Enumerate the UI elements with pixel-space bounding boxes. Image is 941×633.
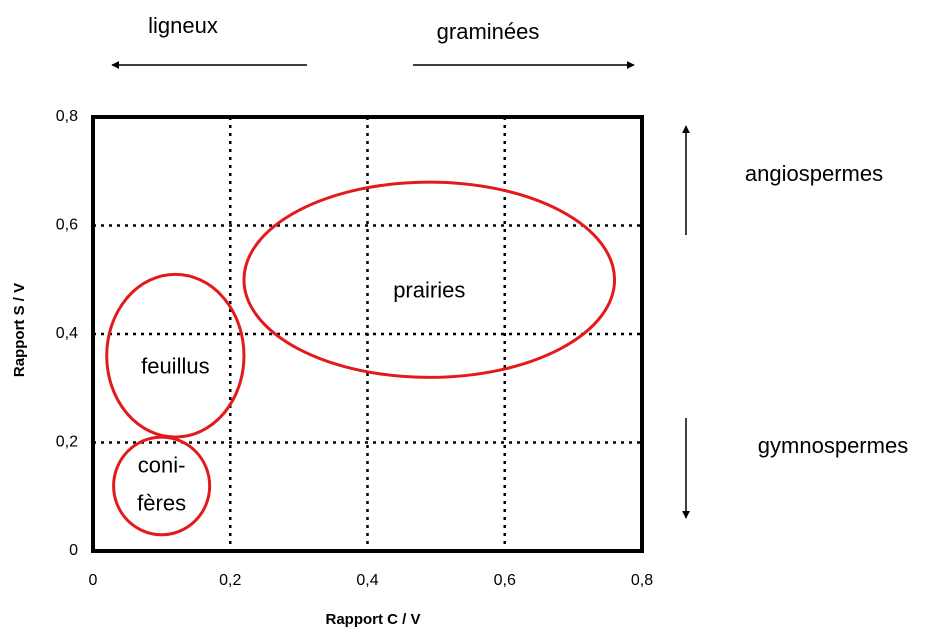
y-axis-title: Rapport S / V (11, 283, 28, 377)
x-tick-label: 0,6 (494, 572, 516, 589)
plot-frame (91, 115, 644, 553)
annotation: graminées (437, 19, 540, 44)
y-tick-label: 0 (69, 542, 78, 559)
region-label: feuillus (141, 354, 209, 379)
y-tick-label: 0,2 (56, 434, 78, 451)
region (112, 435, 212, 537)
x-tick-label: 0,8 (631, 572, 653, 589)
y-tick-label: 0,8 (56, 108, 78, 125)
y-tick-label: 0,6 (56, 217, 78, 234)
regions: prairies feuillus coni-fères (105, 180, 617, 537)
annotation: gymnospermes (758, 433, 908, 458)
annotation: ligneux (148, 13, 218, 38)
region (242, 180, 617, 379)
grid (91, 115, 644, 553)
y-tick-label: 0,4 (56, 325, 78, 342)
x-tick-label: 0,2 (219, 572, 241, 589)
region (105, 272, 246, 439)
x-tick-label: 0 (89, 572, 98, 589)
region-label: prairies (393, 278, 465, 303)
x-axis-title: Rapport C / V (325, 611, 420, 628)
x-tick-label: 0,4 (356, 572, 378, 589)
region-label: fères (137, 491, 186, 516)
annotation: angiospermes (745, 161, 883, 186)
region-label: coni- (138, 453, 186, 478)
